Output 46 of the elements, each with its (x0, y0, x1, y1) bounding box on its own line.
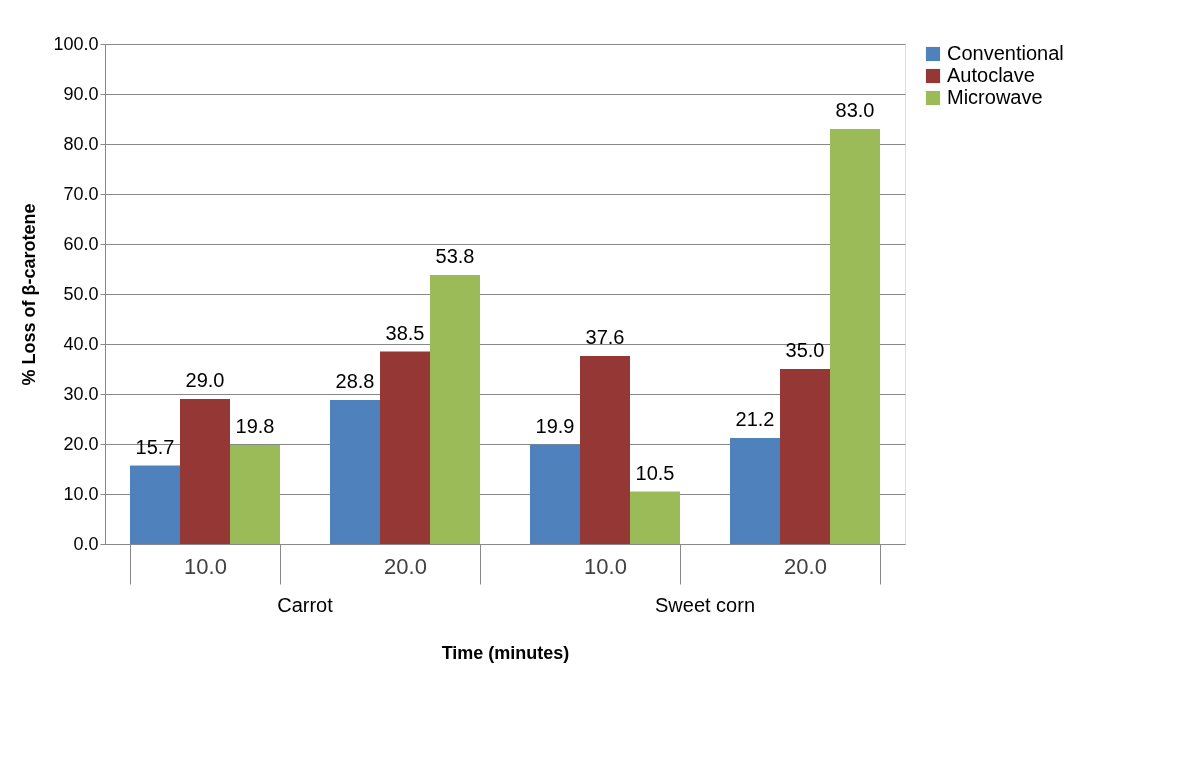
x-tick-label: 20.0 (784, 553, 827, 579)
y-tick-label: 50.0 (63, 283, 99, 304)
data-label: 15.7 (135, 435, 175, 458)
bar (530, 444, 580, 544)
y-tick-label: 80.0 (63, 133, 99, 154)
data-label: 35.0 (785, 339, 825, 361)
legend-label: Conventional (947, 42, 1064, 64)
y-tick-label: 10.0 (63, 483, 99, 504)
bar (380, 351, 430, 544)
data-label: 21.2 (735, 408, 775, 430)
data-label: 19.8 (235, 415, 275, 437)
data-label: 83.0 (835, 99, 875, 121)
y-tick-label: 30.0 (63, 383, 99, 404)
text: Carrot (277, 594, 334, 616)
bar (430, 275, 480, 544)
data-label: 38.5 (385, 321, 425, 344)
x-tick-label: 10.0 (584, 553, 627, 579)
bar (580, 356, 630, 544)
legend-label: Microwave (947, 86, 1043, 108)
y-tick-label: 40.0 (63, 333, 99, 354)
legend-label: Autoclave (947, 64, 1035, 86)
bar (630, 491, 680, 544)
bar (830, 129, 880, 544)
x-tick-label: 20.0 (384, 553, 427, 579)
data-label: 10.5 (635, 461, 675, 484)
bar (130, 465, 180, 544)
data-label: 53.8 (435, 245, 475, 267)
x-axis-title: Time (minutes) (441, 643, 570, 663)
y-tick-label: 0.0 (73, 533, 99, 554)
data-label: 19.9 (535, 414, 575, 437)
y-axis-title: % Loss of β-carotene (19, 203, 40, 386)
bar (230, 445, 280, 544)
y-tick-label: 90.0 (63, 83, 99, 104)
data-label: 28.8 (335, 370, 375, 392)
bar (730, 438, 780, 544)
data-label: 29.0 (185, 369, 225, 391)
bar (780, 369, 830, 544)
y-tick-label: 60.0 (63, 233, 99, 254)
bar (180, 399, 230, 544)
bar (330, 400, 380, 544)
y-tick-label: 20.0 (63, 433, 99, 454)
text: Sweet corn (654, 594, 756, 616)
x-tick-label: 10.0 (184, 553, 227, 579)
y-tick-label: 70.0 (63, 183, 99, 204)
data-label: 37.6 (585, 326, 625, 348)
y-tick-label: 100.0 (53, 33, 99, 54)
